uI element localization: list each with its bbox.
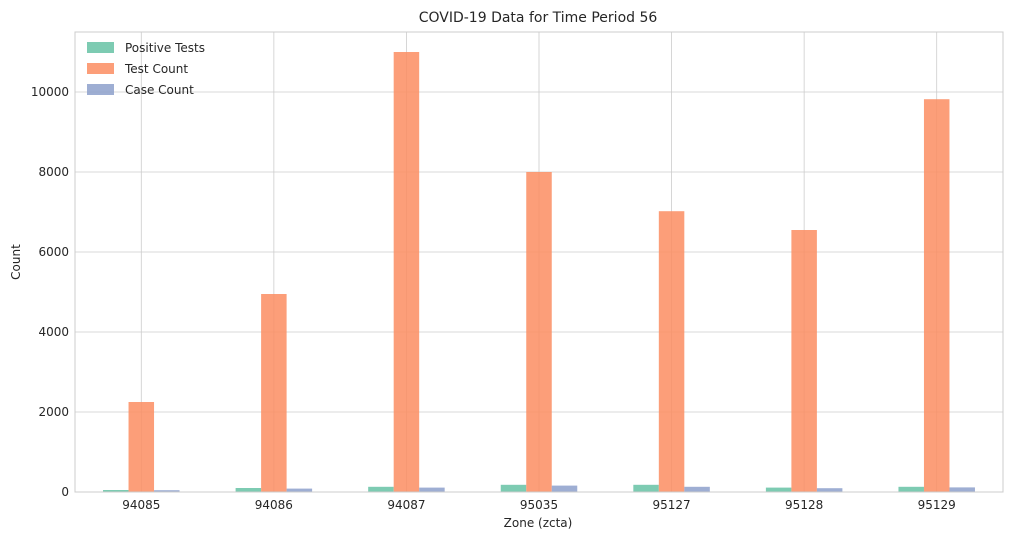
plot-area: 0 2000 4000 6000 8000 10000 94085 94086 94087 950…: [31, 31, 1004, 512]
chart-title: COVID-19 Data for Time Period 56: [419, 10, 658, 26]
bar-case-count: [419, 487, 445, 492]
x-tick-label: 95129: [918, 498, 956, 512]
bar-case-count: [684, 486, 710, 492]
x-axis-label: Zone (zcta): [504, 516, 573, 530]
bar-positive-tests: [898, 486, 924, 492]
legend-label: Test Count: [124, 62, 188, 76]
y-tick-label: 6000: [38, 245, 69, 259]
bar-case-count: [949, 487, 975, 492]
legend-swatch: [87, 42, 114, 53]
bar-test-count: [261, 294, 287, 492]
bar-test-count: [526, 172, 552, 492]
legend-swatch: [87, 84, 114, 95]
bar-test-count: [393, 52, 420, 492]
x-tick-label: 94087: [387, 498, 425, 512]
y-tick-label: 10000: [31, 85, 69, 99]
legend-label: Positive Tests: [125, 41, 205, 55]
bar-test-count: [923, 99, 950, 492]
bar-case-count: [551, 485, 578, 492]
legend-label: Case Count: [125, 83, 194, 97]
bar-case-count: [286, 488, 313, 492]
bar-test-count: [128, 402, 155, 492]
y-axis-label: Count: [9, 244, 23, 280]
y-tick-label: 4000: [38, 325, 69, 339]
x-tick-label: 94086: [255, 498, 293, 512]
plot-frame: [74, 31, 1004, 493]
bar-positive-tests: [103, 490, 129, 492]
x-tick-label: 95035: [520, 498, 558, 512]
x-tick-label: 95128: [785, 498, 823, 512]
legend-swatch: [87, 63, 114, 74]
bar-test-count: [658, 211, 685, 492]
x-tick-label: 95127: [652, 498, 690, 512]
bar-positive-tests: [765, 487, 792, 492]
bar-positive-tests: [633, 484, 659, 492]
y-tick-label: 0: [61, 485, 69, 499]
bar-case-count: [816, 488, 843, 492]
bar-test-count: [791, 230, 817, 492]
y-tick-label: 8000: [38, 165, 69, 179]
bar-positive-tests: [500, 484, 527, 492]
bar-positive-tests: [368, 486, 394, 492]
y-tick-label: 2000: [38, 405, 69, 419]
bar-case-count: [154, 490, 180, 492]
bar-positive-tests: [235, 488, 262, 492]
x-tick-label: 94085: [122, 498, 160, 512]
